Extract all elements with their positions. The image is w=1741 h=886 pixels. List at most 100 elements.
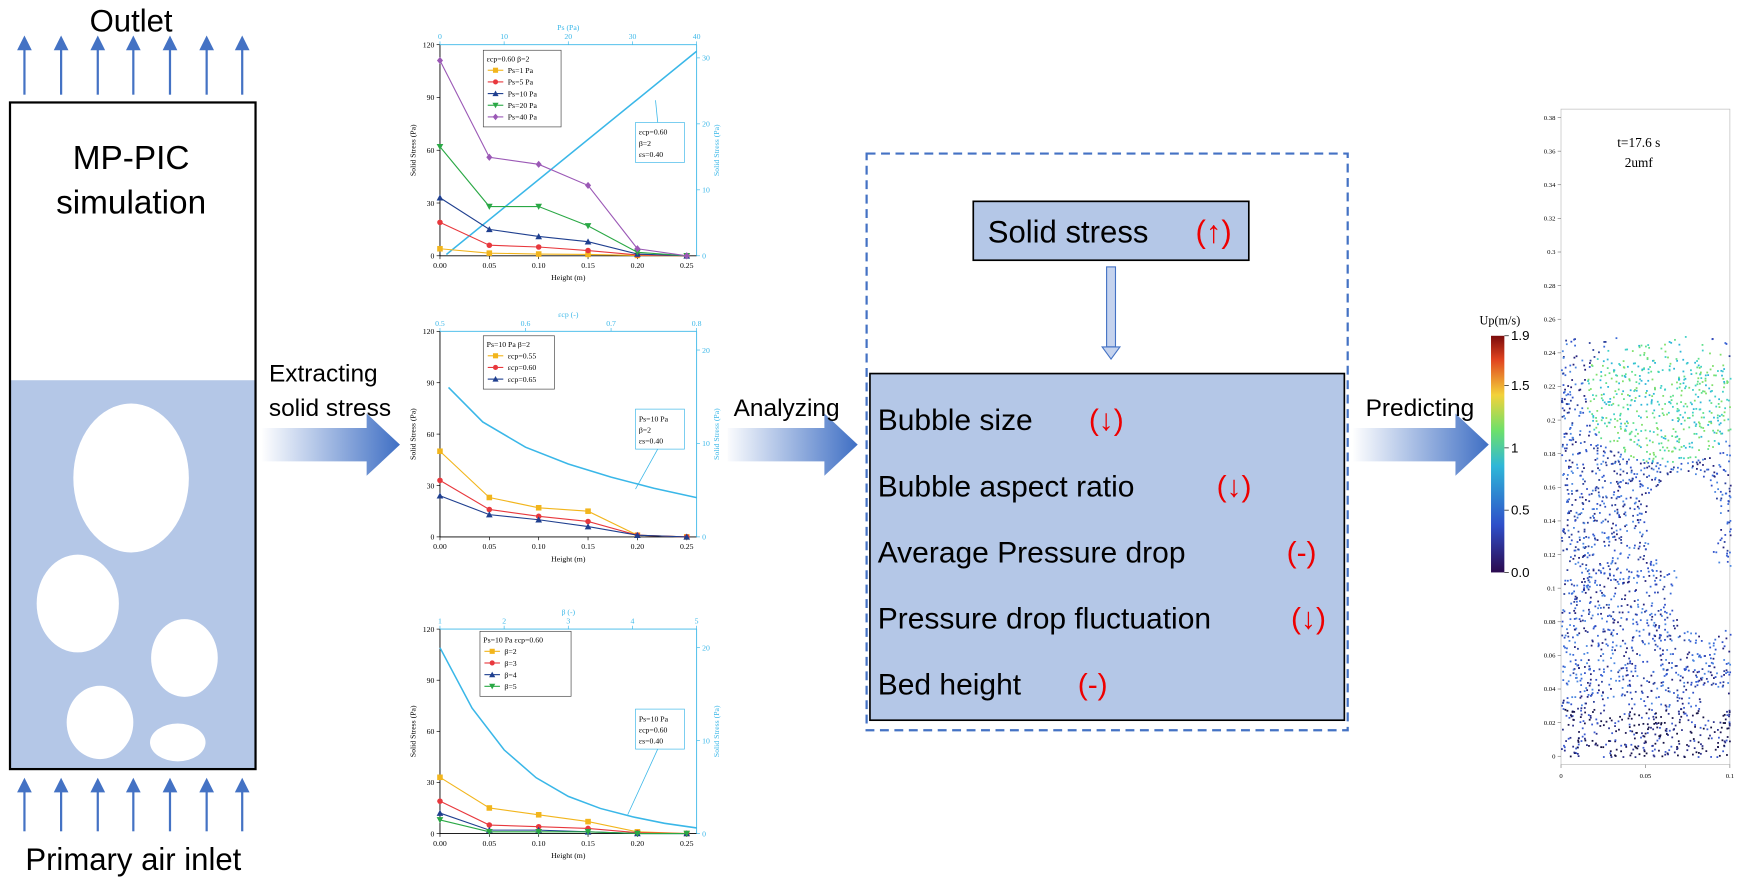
particle bbox=[1570, 470, 1573, 473]
particle bbox=[1566, 411, 1569, 414]
particle bbox=[1682, 370, 1685, 373]
particle bbox=[1626, 472, 1628, 475]
particle bbox=[1663, 449, 1666, 452]
particle bbox=[1710, 737, 1713, 740]
particle bbox=[1680, 456, 1683, 459]
particle bbox=[1688, 639, 1690, 641]
arrow-label: Predicting bbox=[1366, 395, 1475, 422]
particle bbox=[1568, 716, 1571, 719]
particle-field bbox=[1561, 336, 1732, 759]
particle bbox=[1655, 562, 1658, 565]
particle bbox=[1663, 576, 1666, 578]
particle bbox=[1614, 538, 1617, 541]
particle bbox=[1634, 435, 1637, 438]
marker bbox=[485, 203, 493, 210]
particle bbox=[1620, 694, 1623, 697]
particle bbox=[1720, 726, 1723, 729]
particle bbox=[1572, 745, 1575, 748]
particle bbox=[1723, 411, 1726, 414]
particle bbox=[1639, 519, 1642, 521]
particle bbox=[1573, 609, 1576, 612]
particle bbox=[1661, 663, 1664, 666]
particle bbox=[1583, 522, 1586, 525]
particle bbox=[1593, 447, 1595, 450]
marker bbox=[634, 249, 641, 256]
particle bbox=[1698, 408, 1701, 411]
particle bbox=[1615, 568, 1618, 571]
particle bbox=[1631, 477, 1634, 480]
particle bbox=[1594, 433, 1597, 435]
particle bbox=[1591, 614, 1594, 617]
particle bbox=[1582, 478, 1585, 481]
particle bbox=[1717, 403, 1720, 405]
particle bbox=[1654, 733, 1657, 736]
particle bbox=[1602, 746, 1605, 749]
particle bbox=[1709, 390, 1712, 393]
particle bbox=[1615, 380, 1618, 383]
particle bbox=[1617, 404, 1620, 407]
particle bbox=[1656, 462, 1659, 464]
particle bbox=[1654, 455, 1657, 458]
inlet-arrows bbox=[17, 777, 250, 832]
particle bbox=[1575, 673, 1578, 676]
annotation-text: εcp=0.60 bbox=[639, 725, 668, 734]
particle bbox=[1584, 499, 1587, 501]
particle bbox=[1688, 651, 1691, 654]
particle bbox=[1613, 549, 1616, 552]
particle bbox=[1636, 613, 1638, 616]
particle bbox=[1688, 442, 1691, 445]
particle bbox=[1718, 406, 1721, 408]
particle bbox=[1703, 672, 1706, 675]
particle bbox=[1726, 381, 1729, 384]
particle bbox=[1589, 388, 1592, 390]
particle bbox=[1650, 560, 1653, 563]
particle bbox=[1606, 696, 1609, 699]
sim-y-tick-label: 0.16 bbox=[1544, 485, 1556, 492]
particle bbox=[1607, 606, 1610, 609]
marker bbox=[437, 798, 443, 804]
particle bbox=[1568, 407, 1571, 410]
particle bbox=[1714, 638, 1717, 641]
particle bbox=[1723, 419, 1726, 422]
particle bbox=[1651, 359, 1654, 362]
particle bbox=[1563, 593, 1566, 595]
annotation-box bbox=[635, 408, 685, 450]
particle bbox=[1697, 364, 1700, 367]
marker bbox=[584, 223, 592, 230]
particle bbox=[1685, 666, 1688, 669]
particle bbox=[1623, 513, 1626, 515]
particle bbox=[1595, 472, 1597, 475]
particle bbox=[1634, 501, 1637, 504]
particle bbox=[1726, 521, 1729, 524]
particle bbox=[1719, 430, 1721, 433]
sim-title: simulation bbox=[56, 185, 206, 222]
particle bbox=[1638, 545, 1641, 548]
particle bbox=[1720, 675, 1723, 678]
particle bbox=[1662, 414, 1665, 416]
particle bbox=[1706, 728, 1709, 731]
particle bbox=[1659, 471, 1662, 474]
particle bbox=[1679, 382, 1682, 385]
particle bbox=[1698, 388, 1701, 391]
particle bbox=[1652, 468, 1655, 471]
particle bbox=[1569, 426, 1572, 429]
sim-x-tick-label: 0.1 bbox=[1726, 773, 1734, 780]
particle bbox=[1700, 640, 1703, 642]
particle bbox=[1644, 643, 1646, 646]
particle bbox=[1614, 510, 1616, 513]
particle bbox=[1652, 451, 1655, 454]
particle bbox=[1600, 648, 1603, 651]
particle bbox=[1562, 474, 1565, 476]
particle bbox=[1619, 425, 1622, 428]
particle bbox=[1579, 600, 1581, 602]
x2-tick-label: 3 bbox=[566, 617, 570, 626]
particle bbox=[1589, 682, 1592, 685]
particle bbox=[1691, 461, 1694, 463]
particle bbox=[1608, 544, 1610, 547]
process-arrow bbox=[724, 413, 858, 476]
particle bbox=[1716, 672, 1718, 675]
particle bbox=[1575, 617, 1578, 620]
particle bbox=[1562, 528, 1565, 531]
particle bbox=[1597, 423, 1599, 426]
particle bbox=[1588, 745, 1590, 747]
